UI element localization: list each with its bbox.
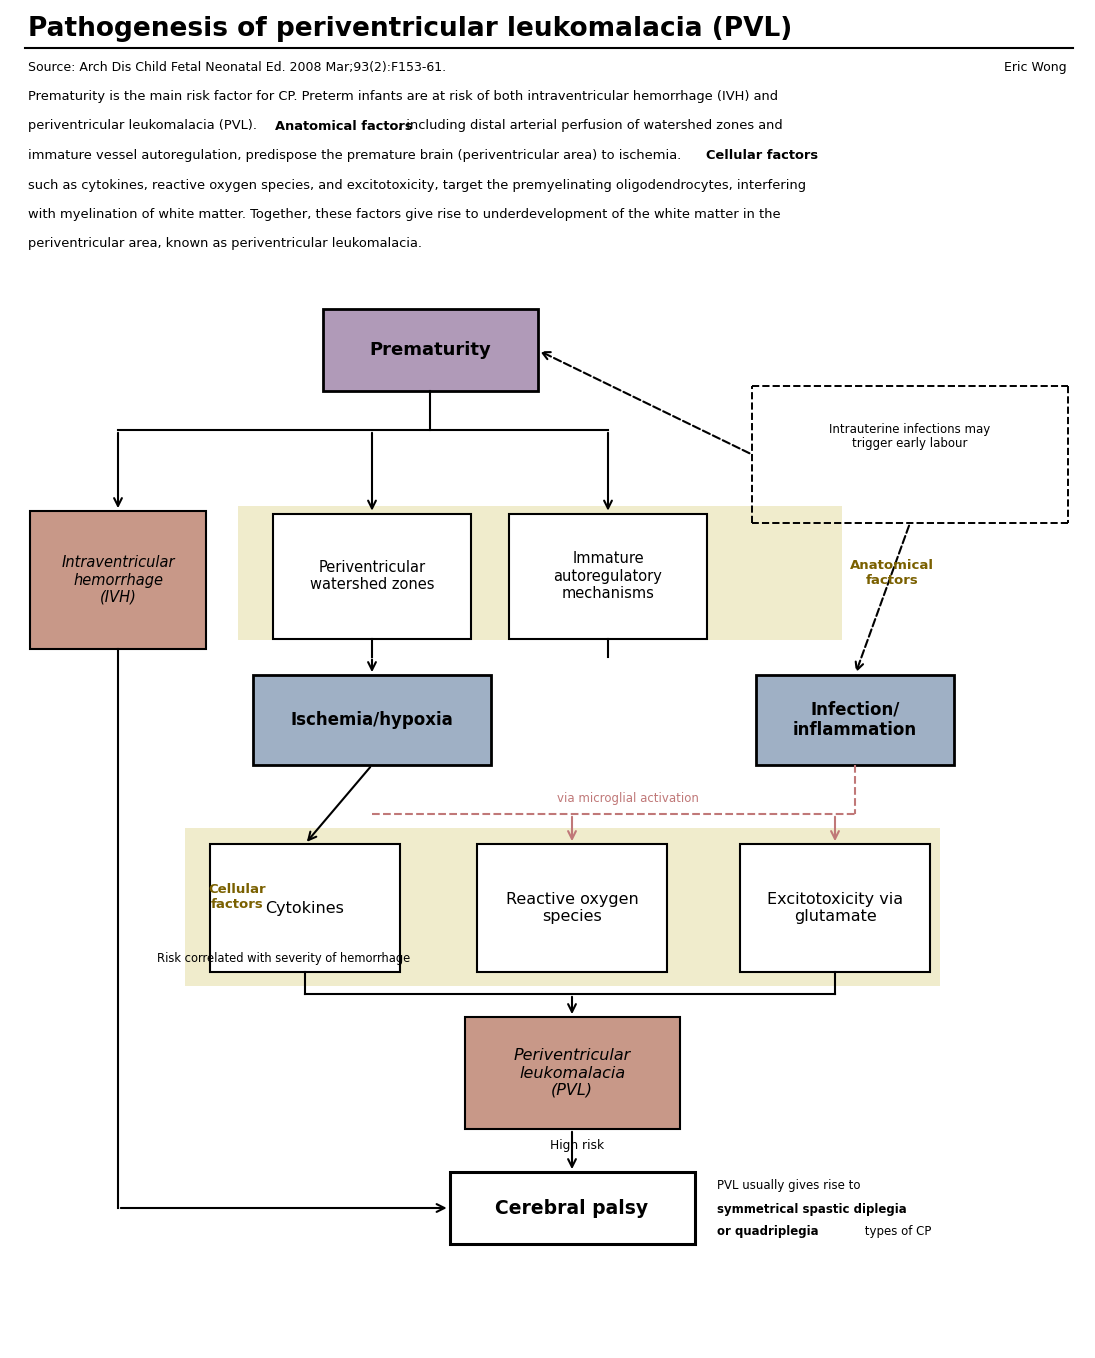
Text: via microglial activation: via microglial activation [557,792,699,805]
FancyBboxPatch shape [464,1017,680,1128]
Text: Eric Wong: Eric Wong [1004,61,1067,73]
Text: , including distal arterial perfusion of watershed zones and: , including distal arterial perfusion of… [397,120,783,133]
Text: Cellular
factors: Cellular factors [208,883,266,911]
Text: Immature
autoregulatory
mechanisms: Immature autoregulatory mechanisms [554,551,662,600]
Text: with myelination of white matter. Together, these factors give rise to underdeve: with myelination of white matter. Togeth… [28,208,781,221]
Text: Periventricular
watershed zones: Periventricular watershed zones [310,559,435,592]
Text: Pathogenesis of periventricular leukomalacia (PVL): Pathogenesis of periventricular leukomal… [28,16,793,42]
FancyBboxPatch shape [210,845,400,972]
Text: Prematurity: Prematurity [369,341,491,359]
FancyBboxPatch shape [740,845,930,972]
Text: Cellular factors: Cellular factors [706,149,818,162]
FancyBboxPatch shape [238,507,842,640]
FancyBboxPatch shape [509,513,707,638]
FancyBboxPatch shape [756,675,954,765]
Text: Reactive oxygen
species: Reactive oxygen species [506,892,638,925]
Text: Anatomical
factors: Anatomical factors [850,559,934,587]
FancyBboxPatch shape [253,675,491,765]
Text: periventricular area, known as periventricular leukomalacia.: periventricular area, known as periventr… [28,238,422,250]
Text: Risk correlated with severity of hemorrhage: Risk correlated with severity of hemorrh… [157,952,411,966]
Text: PVL usually gives rise to: PVL usually gives rise to [716,1180,860,1192]
Text: or quadriplegia: or quadriplegia [716,1225,818,1238]
FancyBboxPatch shape [185,828,940,986]
Text: Prematurity is the main risk factor for CP. Preterm infants are at risk of both : Prematurity is the main risk factor for … [28,90,779,103]
Text: Ischemia/hypoxia: Ischemia/hypoxia [290,712,453,729]
Text: symmetrical spastic diplegia: symmetrical spastic diplegia [716,1203,907,1217]
Text: Intrauterine infections may
trigger early labour: Intrauterine infections may trigger earl… [829,422,991,451]
Text: such as cytokines, reactive oxygen species, and excitotoxicity, target the premy: such as cytokines, reactive oxygen speci… [28,178,806,191]
Text: Excitotoxicity via
glutamate: Excitotoxicity via glutamate [766,892,903,925]
Text: Cytokines: Cytokines [266,900,345,915]
Text: Source: Arch Dis Child Fetal Neonatal Ed. 2008 Mar;93(2):F153-61.: Source: Arch Dis Child Fetal Neonatal Ed… [28,61,446,73]
FancyBboxPatch shape [273,513,471,638]
Text: types of CP: types of CP [861,1225,931,1238]
Text: High risk: High risk [550,1139,604,1152]
Text: Periventricular
leukomalacia
(PVL): Periventricular leukomalacia (PVL) [514,1048,631,1097]
Text: Cerebral palsy: Cerebral palsy [495,1199,648,1218]
FancyBboxPatch shape [450,1172,694,1244]
FancyBboxPatch shape [31,511,206,649]
Text: Intraventricular
hemorrhage
(IVH): Intraventricular hemorrhage (IVH) [61,555,175,604]
FancyBboxPatch shape [477,845,667,972]
Text: Infection/
inflammation: Infection/ inflammation [793,701,918,739]
Text: periventricular leukomalacia (PVL).: periventricular leukomalacia (PVL). [28,120,261,133]
Text: Anatomical factors: Anatomical factors [275,120,412,133]
Text: immature vessel autoregulation, predispose the premature brain (periventricular : immature vessel autoregulation, predispo… [28,149,685,162]
FancyBboxPatch shape [323,310,538,391]
